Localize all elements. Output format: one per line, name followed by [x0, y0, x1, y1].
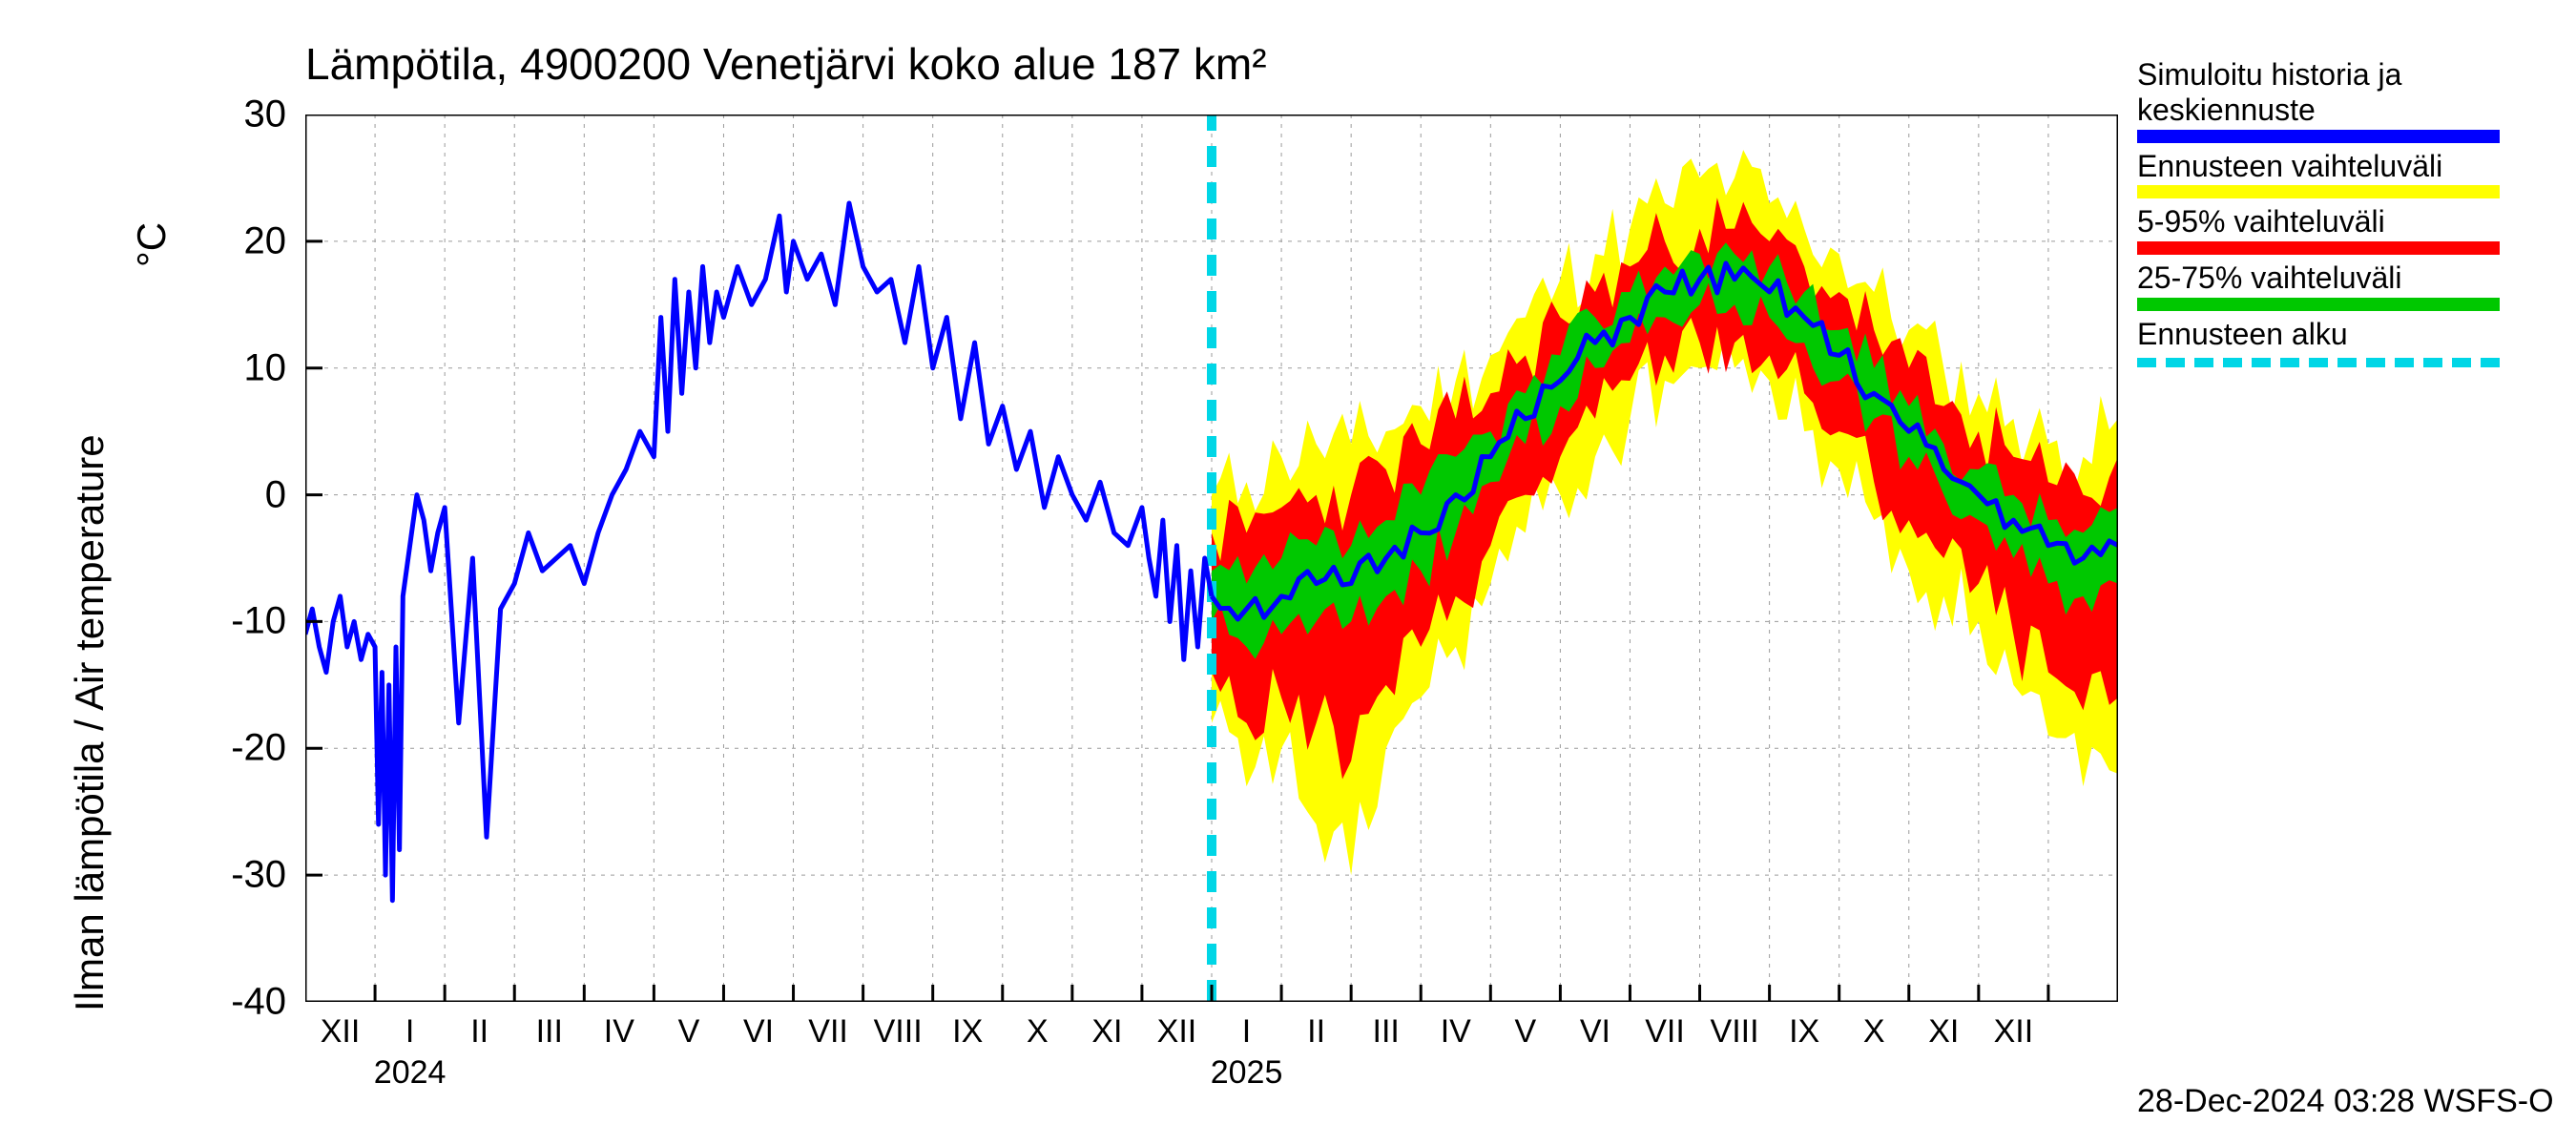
legend-label: Ennusteen alku	[2137, 317, 2538, 352]
x-tick-label: XII	[321, 1013, 361, 1051]
x-year-label: 2024	[374, 1054, 447, 1092]
legend-label: 5-95% vaihteluväli	[2137, 204, 2538, 239]
y-tick-label: -30	[200, 854, 286, 897]
x-tick-label: II	[1307, 1013, 1325, 1051]
y-tick-label: -20	[200, 727, 286, 770]
y-axis-unit: °C	[129, 222, 175, 267]
x-tick-label: VIII	[874, 1013, 923, 1051]
x-tick-label: VI	[743, 1013, 774, 1051]
x-tick-label: X	[1027, 1013, 1049, 1051]
y-tick-label: 0	[200, 473, 286, 516]
plot-area	[305, 114, 2118, 1002]
x-tick-label: IX	[952, 1013, 983, 1051]
x-tick-label: I	[405, 1013, 414, 1051]
y-tick-label: 30	[200, 94, 286, 136]
x-tick-label: XI	[1091, 1013, 1122, 1051]
legend-label: Ennusteen vaihteluväli	[2137, 149, 2538, 184]
chart-title: Lämpötila, 4900200 Venetjärvi koko alue …	[305, 38, 1267, 90]
legend-label: keskiennuste	[2137, 93, 2538, 128]
x-tick-label: XI	[1928, 1013, 1959, 1051]
x-tick-label: II	[470, 1013, 488, 1051]
x-tick-label: V	[1515, 1013, 1537, 1051]
x-year-label: 2025	[1211, 1054, 1283, 1092]
x-tick-label: XII	[1994, 1013, 2034, 1051]
footer-timestamp: 28-Dec-2024 03:28 WSFS-O	[2137, 1083, 2554, 1120]
y-tick-label: 20	[200, 219, 286, 262]
plot-svg	[305, 114, 2118, 1002]
x-tick-label: IV	[1441, 1013, 1471, 1051]
x-tick-label: V	[678, 1013, 700, 1051]
legend-entry: Simuloitu historia jakeskiennuste	[2137, 57, 2538, 143]
legend-label: Simuloitu historia ja	[2137, 57, 2538, 93]
legend-entry: Ennusteen vaihteluväli	[2137, 149, 2538, 199]
legend-swatch	[2137, 185, 2500, 198]
y-tick-label: -40	[200, 981, 286, 1024]
x-tick-label: X	[1863, 1013, 1885, 1051]
historical-line	[305, 203, 1212, 901]
legend-entry: 5-95% vaihteluväli	[2137, 204, 2538, 255]
y-tick-label: -10	[200, 600, 286, 643]
x-tick-label: VII	[1645, 1013, 1685, 1051]
legend-swatch	[2137, 358, 2500, 367]
x-tick-label: III	[536, 1013, 563, 1051]
x-tick-label: VIII	[1711, 1013, 1759, 1051]
legend: Simuloitu historia jakeskiennuste Ennuste…	[2137, 57, 2538, 373]
x-tick-label: XII	[1157, 1013, 1197, 1051]
y-tick-label: 10	[200, 346, 286, 389]
x-tick-label: I	[1242, 1013, 1251, 1051]
legend-label: 25-75% vaihteluväli	[2137, 260, 2538, 296]
legend-swatch	[2137, 298, 2500, 311]
x-tick-label: III	[1373, 1013, 1400, 1051]
legend-swatch	[2137, 130, 2500, 143]
x-tick-label: VI	[1580, 1013, 1610, 1051]
legend-swatch	[2137, 241, 2500, 255]
legend-entry: Ennusteen alku	[2137, 317, 2538, 367]
y-axis-label: Ilman lämpötila / Air temperature	[67, 434, 113, 1011]
x-tick-label: VII	[808, 1013, 848, 1051]
legend-entry: 25-75% vaihteluväli	[2137, 260, 2538, 311]
x-tick-label: IV	[604, 1013, 634, 1051]
x-tick-label: IX	[1789, 1013, 1819, 1051]
